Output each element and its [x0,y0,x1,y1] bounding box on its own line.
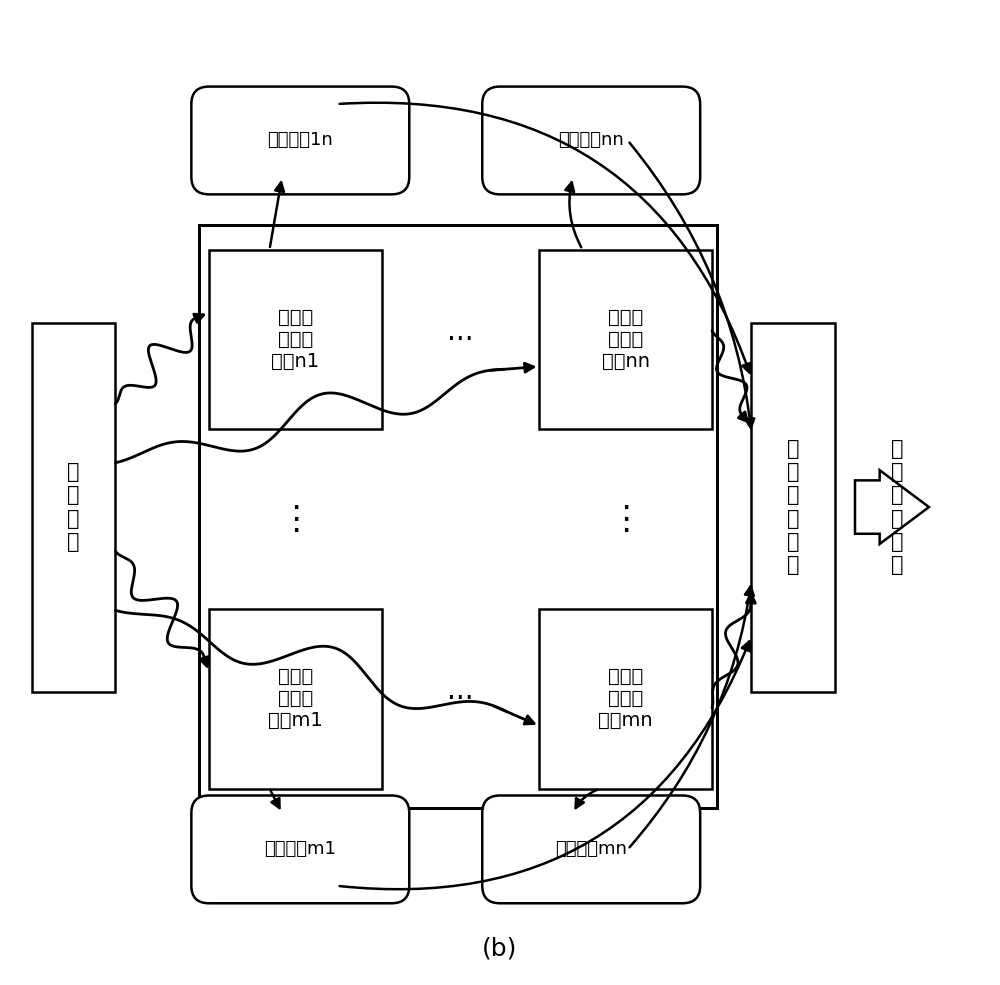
Bar [32,322,115,691]
Text: 射
频
功
率: 射 频 功 率 [67,462,80,552]
Bar [209,250,382,429]
Text: ···: ··· [447,685,474,713]
Text: ⋮: ⋮ [609,502,642,536]
Text: (b): (b) [482,937,518,961]
Polygon shape [855,470,929,544]
FancyBboxPatch shape [191,796,409,903]
FancyBboxPatch shape [482,796,700,903]
Text: 整流电路nn: 整流电路nn [558,131,624,150]
Text: 微带接
收天线
单元nn: 微带接 收天线 单元nn [602,308,650,371]
Text: 微带接
收天线
单元m1: 微带接 收天线 单元m1 [268,668,323,730]
Text: 微带接
收天线
单元mn: 微带接 收天线 单元mn [598,668,653,730]
Bar [751,322,835,691]
Text: ···: ··· [447,326,474,354]
Bar [199,226,717,808]
Text: 直
流
合
成
电
路: 直 流 合 成 电 路 [787,439,800,575]
Text: 整流电路1n: 整流电路1n [267,131,333,150]
Bar [209,609,382,789]
Bar [539,609,712,789]
Text: 直
流
功
率
输
出: 直 流 功 率 输 出 [891,439,903,575]
Text: ⋮: ⋮ [279,502,312,536]
Text: 整流电路m1: 整流电路m1 [264,840,336,858]
Bar [539,250,712,429]
Text: 微带接
收天线
单元n1: 微带接 收天线 单元n1 [271,308,319,371]
FancyBboxPatch shape [482,87,700,194]
Text: 整流电路mn: 整流电路mn [555,840,627,858]
FancyBboxPatch shape [191,87,409,194]
